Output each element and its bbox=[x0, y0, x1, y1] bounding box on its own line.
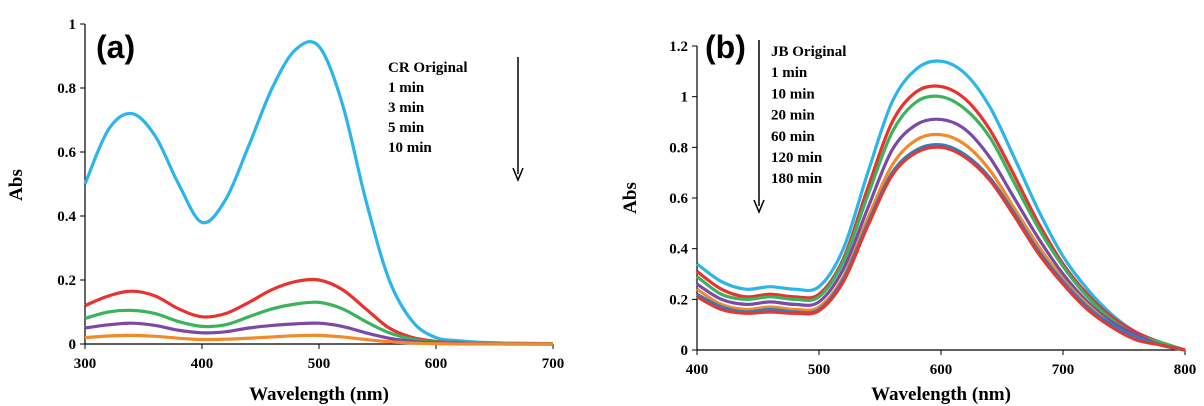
x-axis-label: Wavelength (nm) bbox=[249, 384, 389, 405]
legend-entry: 10 min bbox=[771, 86, 815, 102]
y-tick-label: 0.2 bbox=[669, 292, 688, 308]
x-tick-label: 600 bbox=[930, 362, 953, 378]
x-tick-label: 700 bbox=[1052, 362, 1075, 378]
panel-label: (a) bbox=[96, 29, 135, 65]
series-line-10-min bbox=[696, 94, 1186, 352]
x-tick-label: 800 bbox=[1174, 362, 1197, 378]
trend-arrow-head bbox=[512, 167, 524, 182]
legend-entry: CR Original bbox=[388, 60, 468, 76]
legend-entry: 5 min bbox=[388, 120, 425, 136]
y-tick-label: 0.6 bbox=[57, 145, 76, 161]
series-line-20-min bbox=[696, 117, 1186, 352]
legend-entry: JB Original bbox=[771, 44, 846, 60]
y-tick-label: 0 bbox=[69, 337, 77, 353]
y-tick-label: 0.8 bbox=[669, 140, 688, 156]
x-tick-label: 500 bbox=[308, 356, 331, 372]
legend-entry: 120 min bbox=[771, 150, 823, 166]
legend-entry: 3 min bbox=[388, 100, 425, 116]
x-tick-label: 600 bbox=[425, 356, 448, 372]
x-tick-label: 400 bbox=[191, 356, 214, 372]
panel-label: (b) bbox=[705, 29, 746, 65]
y-tick-label: 1 bbox=[681, 90, 689, 106]
chart-panel-a: 0 0.2 0.4 0.6 0.8 1 300 400 500 600 700 Wavelength … bbox=[6, 17, 564, 405]
series-line-180-min bbox=[696, 145, 1186, 352]
series-line-jb-original bbox=[696, 59, 1186, 352]
x-tick-label: 300 bbox=[74, 356, 97, 372]
legend-entry: 10 min bbox=[388, 140, 432, 156]
y-tick-label: 1.2 bbox=[669, 39, 688, 55]
x-tick-label: 500 bbox=[808, 362, 831, 378]
x-axis-label: Wavelength (nm) bbox=[871, 384, 1011, 405]
y-tick-label: 0.8 bbox=[57, 81, 76, 97]
x-tick-label: 700 bbox=[542, 356, 565, 372]
y-axis-label: Abs bbox=[6, 169, 27, 201]
legend-entry: 180 min bbox=[771, 171, 823, 187]
y-tick-label: 0.4 bbox=[669, 242, 688, 258]
x-tick-label: 400 bbox=[686, 362, 709, 378]
y-tick-label: 1 bbox=[69, 17, 77, 33]
series-line-cr-original bbox=[83, 40, 554, 346]
y-tick-label: 0.6 bbox=[669, 191, 688, 207]
legend-entry: 1 min bbox=[388, 80, 425, 96]
trend-arrow-head bbox=[753, 199, 765, 214]
series-line-120-min bbox=[696, 142, 1186, 352]
chart-panel-b: 0 0.2 0.4 0.6 0.8 1 1.2 400 500 600 700 800 Waveleng… bbox=[620, 29, 1196, 405]
legend-entry: 60 min bbox=[771, 129, 815, 145]
series-line-1-min bbox=[696, 84, 1186, 352]
legend-entry: 1 min bbox=[771, 65, 808, 81]
y-tick-label: 0 bbox=[681, 343, 689, 359]
series-line-10-min bbox=[84, 333, 553, 346]
legend-entry: 20 min bbox=[771, 108, 815, 124]
y-tick-label: 0.2 bbox=[57, 273, 76, 289]
y-tick-label: 0.4 bbox=[57, 209, 76, 225]
y-axis-label: Abs bbox=[620, 182, 641, 214]
